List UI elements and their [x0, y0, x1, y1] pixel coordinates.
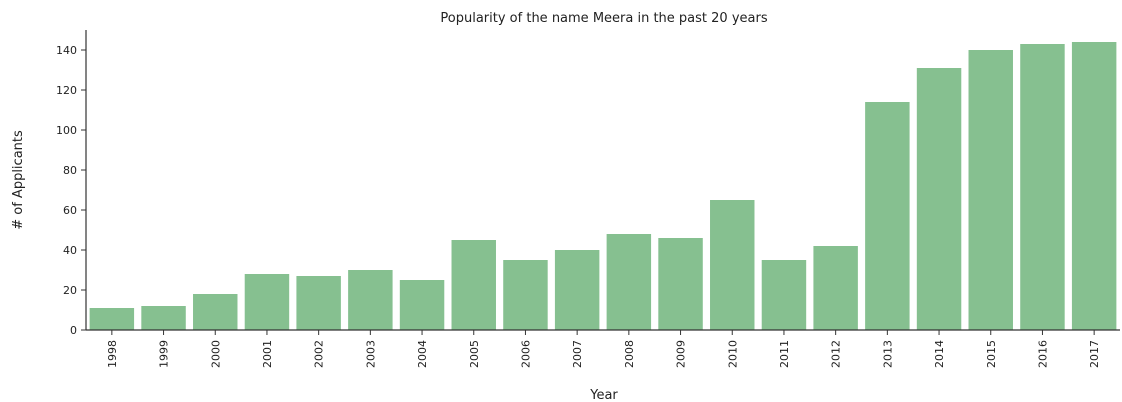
bars-group [89, 42, 1117, 330]
bar-1998 [89, 308, 135, 330]
x-tick-label: 2004 [416, 340, 429, 368]
x-tick-label: 2008 [623, 340, 636, 368]
x-tick-label: 2001 [261, 340, 274, 368]
x-tick-label: 2014 [933, 340, 946, 368]
x-tick-label: 2011 [778, 340, 791, 368]
x-tick-label: 2000 [209, 340, 222, 368]
y-tick-label: 60 [63, 204, 77, 217]
bar-2016 [1020, 44, 1065, 330]
bar-2007 [554, 250, 600, 330]
bar-1999 [141, 306, 186, 330]
x-tick-label: 2016 [1036, 340, 1049, 368]
x-axis-label: Year [589, 388, 618, 402]
x-tick-label: 2005 [468, 340, 481, 368]
bar-2006 [503, 260, 548, 330]
bar-2004 [399, 280, 445, 330]
x-tick-label: 2013 [881, 340, 894, 368]
y-tick-label: 100 [56, 124, 77, 137]
chart-title: Popularity of the name Meera in the past… [440, 11, 767, 26]
y-tick-label: 140 [56, 44, 77, 57]
bar-2017 [1071, 42, 1117, 330]
bar-2000 [193, 294, 238, 330]
x-tick-label: 2017 [1088, 340, 1101, 368]
bar-2009 [658, 238, 703, 330]
x-tick-label: 2003 [364, 340, 377, 368]
bar-2013 [865, 102, 910, 330]
y-axis-ticks: 0 20 40 60 80 100 120 140 [56, 44, 86, 337]
x-tick-label: 1999 [158, 340, 171, 368]
y-tick-label: 40 [63, 244, 77, 257]
y-tick-label: 0 [70, 324, 77, 337]
x-axis-ticks: 1998 1999 2000 2001 2002 2003 2004 2005 2006 2007… [106, 330, 1101, 368]
bar-2015 [968, 50, 1013, 330]
bar-2003 [348, 270, 393, 330]
x-tick-label: 2006 [519, 340, 532, 368]
bar-2008 [606, 234, 652, 330]
x-tick-label: 2012 [830, 340, 843, 368]
y-tick-label: 120 [56, 84, 77, 97]
x-tick-label: 1998 [106, 340, 119, 368]
bar-2002 [296, 276, 341, 330]
y-tick-label: 80 [63, 164, 77, 177]
bar-2011 [761, 260, 807, 330]
x-tick-label: 2007 [571, 340, 584, 368]
y-axis-label: # of Applicants [11, 130, 26, 230]
y-tick-label: 20 [63, 284, 77, 297]
x-tick-label: 2002 [313, 340, 326, 368]
bar-2014 [916, 68, 962, 330]
x-tick-label: 2015 [985, 340, 998, 368]
bar-2005 [451, 240, 496, 330]
x-tick-label: 2010 [726, 340, 739, 368]
x-tick-label: 2009 [675, 340, 688, 368]
bar-2010 [710, 200, 755, 330]
bar-2012 [813, 246, 858, 330]
bar-2001 [244, 274, 290, 330]
